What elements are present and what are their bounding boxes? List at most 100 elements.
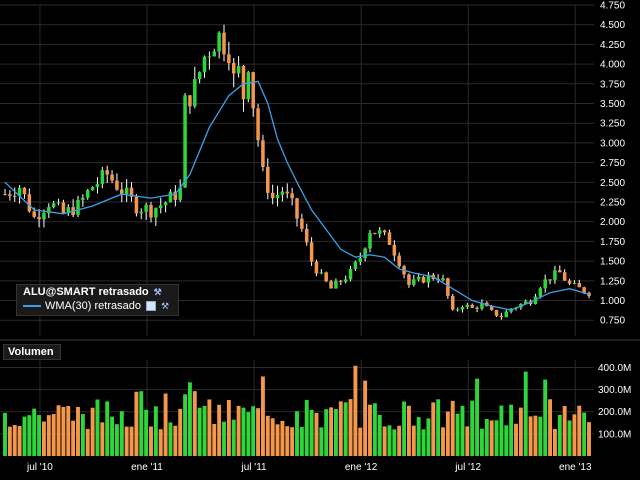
volume-bar (241, 407, 246, 456)
candle-body (314, 261, 319, 274)
time-tick-label: jul '12 (454, 462, 481, 473)
volume-bar (27, 415, 32, 456)
candle-body (319, 272, 324, 274)
candle-body (27, 194, 32, 212)
candle-body (329, 281, 333, 289)
wrench-icon[interactable]: ⚒ (160, 300, 170, 311)
volume-bar (260, 376, 265, 456)
volume-bar (37, 415, 42, 456)
wma-swatch (23, 305, 41, 307)
volume-bar (192, 391, 197, 456)
volume-bar (372, 403, 377, 456)
volume-panel-title: Volumen (3, 344, 61, 360)
volume-bar (149, 426, 153, 456)
volume-bar (144, 409, 149, 456)
price-tick-label: 1.000 (600, 296, 625, 307)
wrench-icon[interactable]: ⚒ (153, 286, 162, 297)
volume-bar (178, 408, 183, 456)
candle-body (3, 194, 7, 196)
volume-bar (436, 399, 441, 456)
volume-bar (470, 400, 475, 456)
candle-body (193, 79, 197, 107)
volume-bar (246, 412, 251, 456)
candle-body (158, 205, 163, 209)
volume-bar (56, 405, 61, 456)
candle-body (241, 65, 246, 100)
volume-bar (236, 405, 241, 456)
candle-body (227, 54, 231, 63)
volume-bar (548, 399, 553, 456)
volume-bar (509, 404, 514, 456)
legend-indicator-row[interactable]: WMA(30) retrasado ⚒ (17, 299, 178, 313)
price-tick-label: 0.750 (600, 316, 625, 327)
volume-bar (460, 405, 465, 456)
time-tick-label: ene '12 (345, 462, 378, 473)
candle-body (382, 230, 387, 233)
candle-body (450, 295, 455, 310)
volume-bar (265, 415, 270, 456)
candle-body (397, 255, 401, 267)
price-tick-label: 3.750 (600, 79, 625, 90)
volume-bar (479, 428, 484, 456)
candle-body (261, 140, 265, 167)
candle-body (295, 198, 299, 219)
candle-body (324, 272, 328, 282)
candle-body (465, 304, 470, 308)
volume-bar (66, 405, 71, 456)
volume-bar (290, 427, 295, 456)
volume-bar (533, 415, 538, 456)
candle-body (538, 288, 543, 297)
candle-body (217, 32, 221, 52)
volume-bar (431, 402, 436, 456)
volume-bar (270, 418, 275, 456)
price-tick-label: 2.250 (600, 198, 625, 209)
legend[interactable]: ALU@SMART retrasado ⚒ WMA(30) retrasado … (16, 284, 179, 316)
volume-bar (397, 425, 402, 456)
volume-bar (217, 404, 222, 456)
candle-body (66, 207, 71, 214)
volume-bar (402, 401, 407, 456)
candle-body (37, 216, 41, 220)
candle-body (358, 258, 363, 262)
volume-bar (231, 419, 236, 456)
volume-bar (7, 426, 12, 456)
candlesticks (3, 24, 591, 320)
volume-bar (494, 420, 499, 456)
candle-body (188, 95, 192, 107)
candle-body (178, 187, 182, 200)
volume-bar (572, 414, 577, 456)
volume-bar (562, 406, 567, 456)
volume-tick-label: 300.0M (598, 385, 631, 396)
volume-tick-label: 100.0M (598, 429, 631, 440)
time-tick-label: ene '13 (559, 462, 592, 473)
volume-bar (338, 401, 343, 456)
volume-bar (518, 407, 523, 456)
candle-body (300, 218, 304, 229)
candle-body (144, 204, 148, 212)
price-grid (0, 4, 594, 336)
volume-bar (411, 425, 416, 456)
candle-body (81, 197, 85, 200)
candle-body (139, 211, 144, 214)
candle-body (285, 191, 290, 194)
checkbox-icon[interactable] (145, 301, 156, 311)
candle-body (558, 270, 562, 273)
legend-symbol-label: ALU@SMART retrasado (23, 286, 149, 298)
volume-bar (314, 412, 319, 456)
candle-body (51, 203, 56, 207)
candle-body (246, 72, 251, 100)
volume-bar (304, 399, 309, 456)
volume-bar (153, 406, 158, 456)
time-tick-label: ene '11 (131, 462, 163, 473)
volume-bar (382, 426, 387, 456)
volume-bar (129, 426, 134, 456)
volume-bar (441, 427, 445, 456)
volume-bar (392, 429, 397, 456)
candle-body (334, 280, 338, 289)
candle-body (304, 228, 309, 243)
volume-bar (363, 380, 368, 456)
legend-symbol-row[interactable]: ALU@SMART retrasado ⚒ (17, 285, 178, 299)
candle-body (115, 180, 119, 190)
volume-bar (587, 422, 591, 456)
volume-bar (324, 409, 329, 456)
